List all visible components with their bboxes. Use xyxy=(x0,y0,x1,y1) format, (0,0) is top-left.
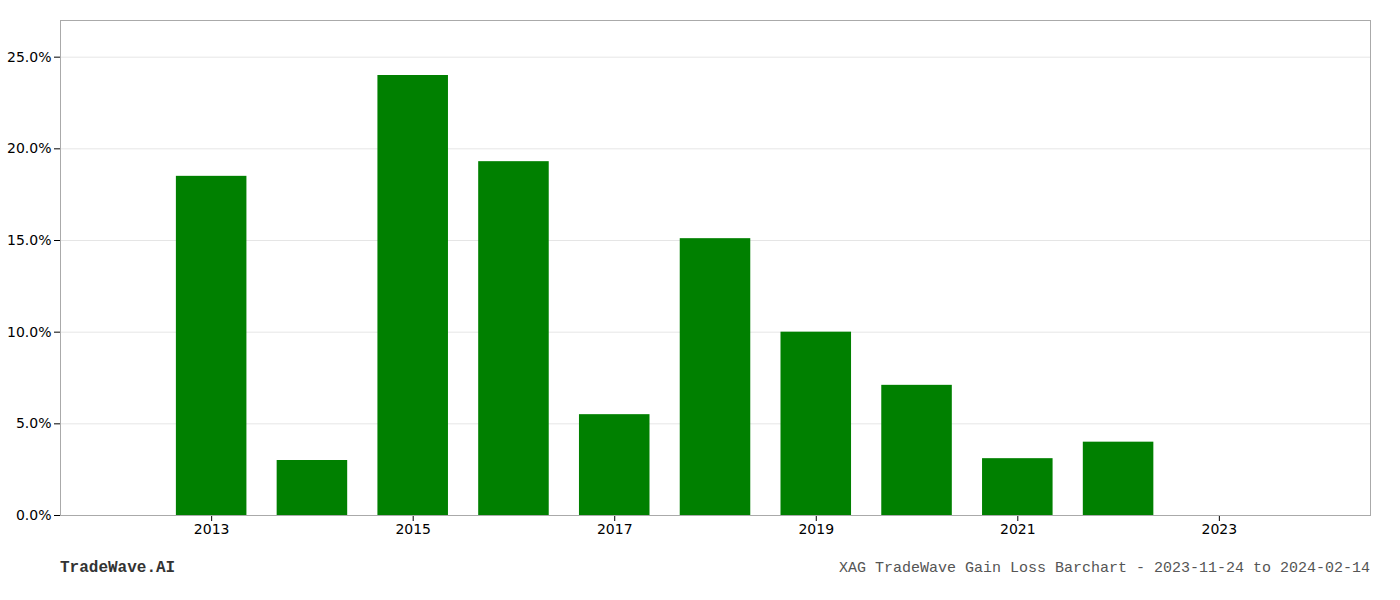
html-text:XAG TradeWave Gain Loss Barcha: XAG TradeWave Gain Loss Barchart - 2023-… xyxy=(838,560,1370,577)
html-text:TradeWave.AI: TradeWave.AI xyxy=(60,559,176,577)
svg-text:10.0%: 10.0% xyxy=(7,324,51,340)
svg-text:2013: 2013 xyxy=(194,521,230,537)
svg-text:2023: 2023 xyxy=(1202,521,1238,537)
svg-text:5.0%: 5.0% xyxy=(16,415,52,431)
svg-text:2021: 2021 xyxy=(1000,521,1036,537)
svg-text:25.0%: 25.0% xyxy=(7,49,51,65)
svg-text:0.0%: 0.0% xyxy=(16,507,52,523)
svg-text:2019: 2019 xyxy=(798,521,834,537)
svg-text:2015: 2015 xyxy=(395,521,431,537)
svg-text:20.0%: 20.0% xyxy=(7,140,51,156)
svg-text:2017: 2017 xyxy=(597,521,633,537)
svg-text:15.0%: 15.0% xyxy=(7,232,51,248)
